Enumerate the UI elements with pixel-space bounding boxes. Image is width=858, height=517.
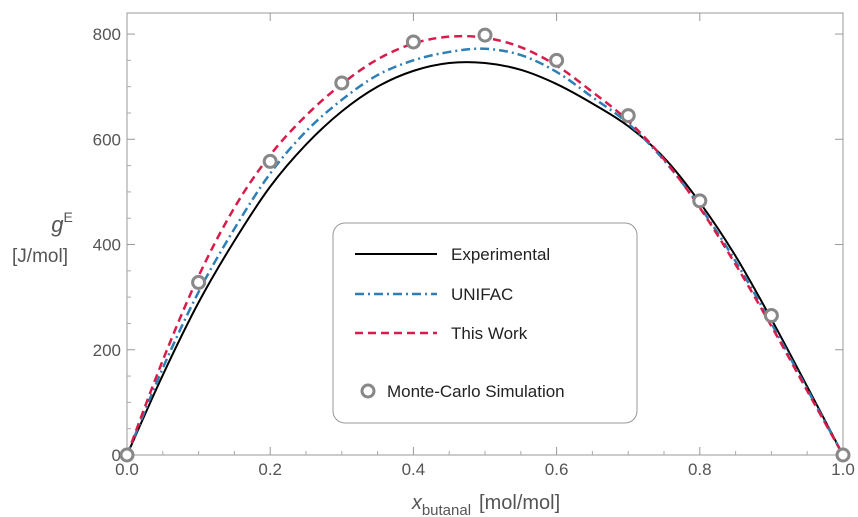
legend-label-this-work: This Work	[451, 324, 528, 343]
monte-carlo-point	[119, 447, 135, 463]
monte-carlo-point	[549, 52, 565, 68]
legend-label-monte-carlo: Monte-Carlo Simulation	[387, 382, 565, 401]
x-tick-label: 0.8	[688, 460, 712, 479]
legend-swatch-monte-carlo	[360, 383, 376, 399]
monte-carlo-point	[334, 75, 350, 91]
y-axis-superscript: E	[63, 209, 72, 225]
y-tick-label: 800	[93, 25, 121, 44]
legend-box	[332, 222, 638, 424]
y-axis-unit: [J/mol]	[12, 246, 68, 267]
x-axis-subscript: butanal	[422, 502, 471, 517]
legend-label-unifac: UNIFAC	[451, 285, 513, 304]
x-tick-label: 1.0	[831, 460, 855, 479]
monte-carlo-point	[191, 274, 207, 290]
y-tick-label: 200	[93, 341, 121, 360]
x-axis-symbol: x	[411, 492, 423, 514]
y-tick-label: 0	[112, 446, 121, 465]
y-axis-symbol: g	[51, 212, 64, 237]
x-tick-label: 0.2	[258, 460, 282, 479]
monte-carlo-point	[405, 34, 421, 50]
y-axis-title: gE	[51, 209, 73, 237]
monte-carlo-point	[620, 108, 636, 124]
series-line-unifac	[125, 47, 845, 456]
series-line-experimental	[126, 61, 844, 456]
x-axis-unit: [mol/mol]	[479, 492, 560, 514]
monte-carlo-point	[763, 308, 779, 324]
legend: Experimental UNIFAC This Work Monte-Carl…	[332, 222, 638, 424]
y-tick-label: 600	[93, 130, 121, 149]
legend-label-experimental: Experimental	[451, 245, 550, 264]
monte-carlo-point	[477, 27, 493, 43]
monte-carlo-point	[692, 193, 708, 209]
x-axis-title: xbutanal [mol/mol]	[411, 492, 560, 517]
monte-carlo-point	[262, 153, 278, 169]
x-tick-label: 0.6	[545, 460, 569, 479]
x-tick-label: 0.4	[402, 460, 426, 479]
monte-carlo-point	[835, 447, 851, 463]
x-tick-label: 0.0	[115, 460, 139, 479]
y-tick-label: 400	[93, 236, 121, 255]
